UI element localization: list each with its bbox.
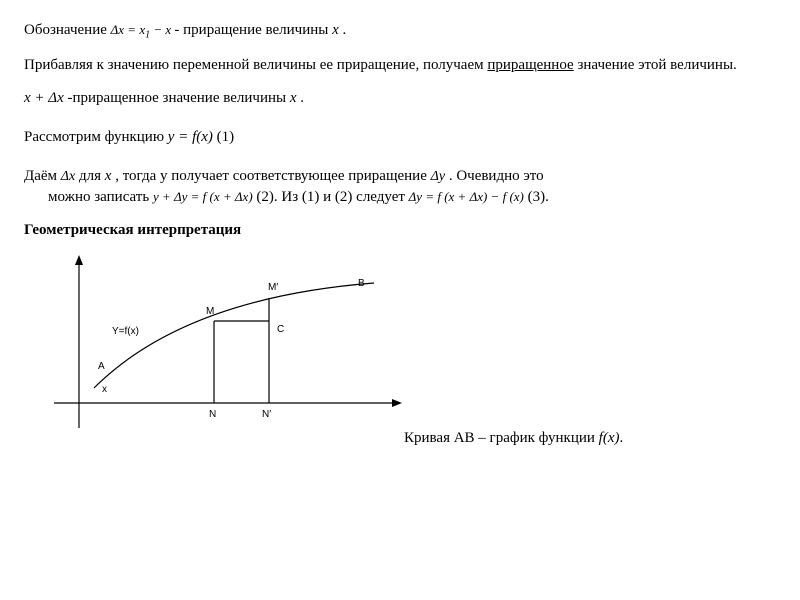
p5-d: . Очевидно это xyxy=(449,168,544,184)
label-m: M xyxy=(206,305,214,319)
p3-a: -приращенное значение величины xyxy=(68,90,290,106)
p3-c: . xyxy=(300,90,304,106)
p5-a: Даём xyxy=(24,168,61,184)
para-3: x + Δx -приращенное значение величины x … xyxy=(24,88,776,109)
label-c: C xyxy=(277,323,284,337)
para-2: Прибавляя к значению переменной величины… xyxy=(24,55,776,76)
p5-dy: Δy xyxy=(431,169,445,184)
p5-g: (3). xyxy=(528,189,549,205)
p4-b: y = f(x) xyxy=(168,129,213,145)
p5-c: , тогда y получает соответствующее прира… xyxy=(115,168,430,184)
para-1: Обозначение Δx = x1 − x - приращение вел… xyxy=(24,20,776,43)
label-n: N xyxy=(209,408,216,422)
p1-d: . xyxy=(343,22,347,38)
para-6: Геометрическая интерпретация xyxy=(24,220,776,241)
graph-caption: Кривая AB – график функции f(x). xyxy=(404,428,623,449)
para-5: Даём Δx для x , тогда y получает соответ… xyxy=(24,166,776,208)
p2-b: приращенное xyxy=(487,57,573,73)
p5-formula3: Δy = f (x + Δx) − f (x) xyxy=(409,189,524,204)
p2-c: значение этой величины. xyxy=(574,57,737,73)
p5-b: для xyxy=(79,168,105,184)
p4-c: (1) xyxy=(217,129,235,145)
p5-line2: можно записать y + Δy = f (x + Δx) (2). … xyxy=(24,189,549,205)
graph-svg xyxy=(34,253,414,443)
label-mp: M′ xyxy=(268,281,278,295)
para-4: Рассмотрим функцию y = f(x) (1) xyxy=(24,127,776,148)
p5-formula2: y + Δy = f (x + Δx) xyxy=(153,189,253,204)
p4-a: Рассмотрим функцию xyxy=(24,129,168,145)
p1-a: Обозначение xyxy=(24,22,111,38)
p5-e: можно записать xyxy=(48,189,153,205)
label-x: x xyxy=(102,383,107,397)
label-b: B xyxy=(358,277,365,291)
label-yfx: Y=f(x) xyxy=(112,325,139,339)
p3-b: x xyxy=(290,90,297,106)
p1-c: x xyxy=(332,22,339,38)
p1-b: - приращение величины xyxy=(174,22,332,38)
p5-f: (2). Из (1) и (2) следует xyxy=(256,189,408,205)
p5-x: x xyxy=(105,168,112,184)
graph: A B M M′ C N N′ Y=f(x) x Кривая AB – гра… xyxy=(34,253,414,443)
p2-a: Прибавляя к значению переменной величины… xyxy=(24,57,487,73)
p3-formula: x + Δx xyxy=(24,90,64,106)
label-a: A xyxy=(98,360,105,374)
label-np: N′ xyxy=(262,408,271,422)
p5-dx: Δx xyxy=(61,169,75,184)
p1-formula: Δx = x1 − x xyxy=(111,22,175,37)
